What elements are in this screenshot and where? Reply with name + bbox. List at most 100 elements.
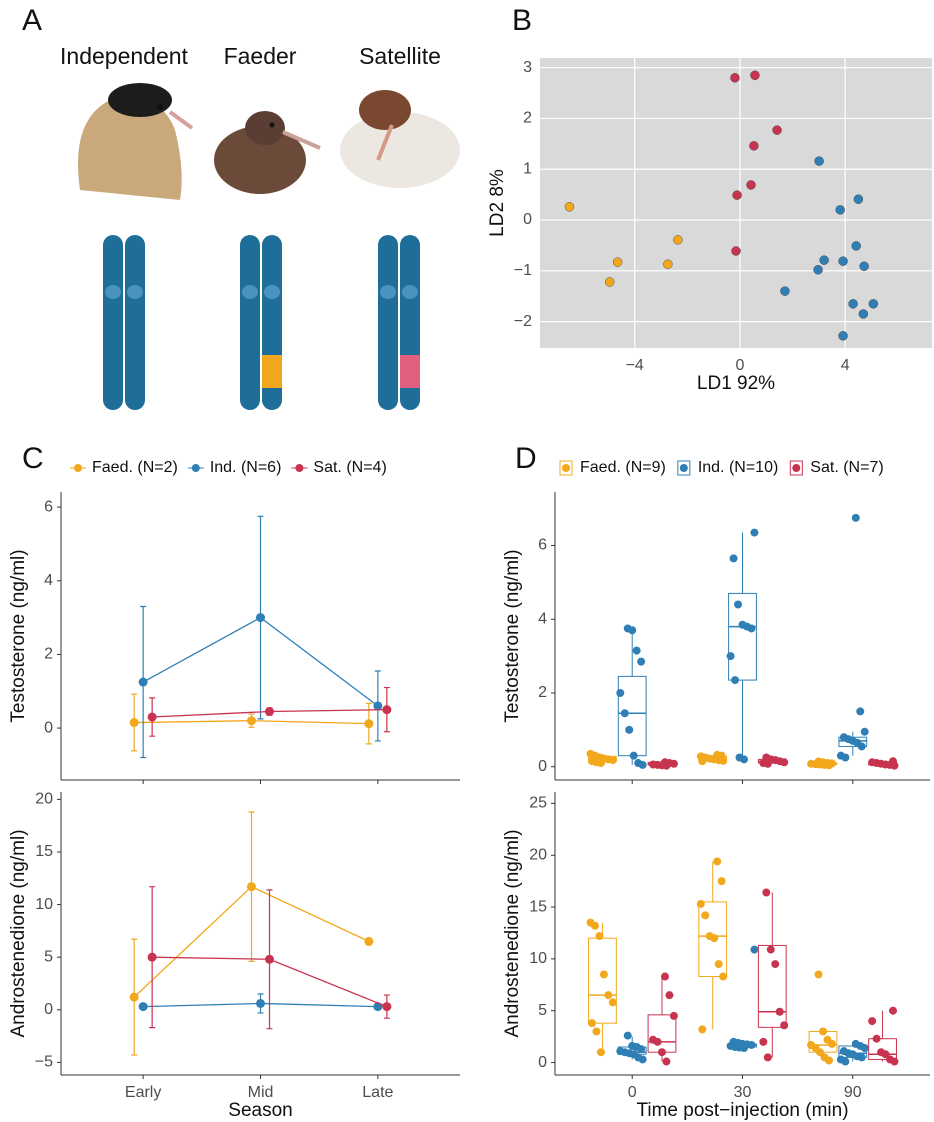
y-axis-label: Testosterone (ng/ml) [8, 549, 29, 722]
point [638, 760, 647, 769]
morph-label: Satellite [359, 43, 441, 69]
point [838, 331, 848, 341]
point [608, 998, 617, 1007]
legend-label: Ind. (N=6) [210, 459, 282, 476]
point [256, 613, 265, 623]
point [669, 759, 678, 768]
point [726, 652, 735, 661]
y-tick-label: 5 [538, 1002, 547, 1019]
x-tick-label: 0 [628, 1084, 637, 1101]
point [638, 1055, 647, 1064]
point [813, 265, 823, 275]
y-tick-label: −5 [35, 1054, 53, 1071]
point [256, 998, 265, 1008]
x-axis-label: LD1 92% [697, 373, 775, 394]
x-tick-label: 4 [841, 357, 850, 374]
point [129, 992, 139, 1002]
point [814, 970, 823, 979]
point [762, 888, 771, 897]
morph-label: Faeder [224, 43, 297, 69]
y-tick-label: 10 [529, 950, 547, 967]
panel-letter: B [512, 4, 532, 37]
point [851, 241, 861, 251]
point [860, 1044, 869, 1053]
point [824, 761, 833, 770]
point [775, 1007, 784, 1016]
y-tick-label: 2 [538, 684, 547, 701]
point [698, 1025, 707, 1034]
point [771, 960, 780, 969]
point [605, 277, 615, 287]
point [859, 261, 869, 271]
point [890, 1057, 899, 1066]
y-axis-label: Testosterone (ng/ml) [502, 549, 523, 722]
point [596, 1048, 605, 1057]
y-tick-label: 15 [529, 898, 547, 915]
y-tick-label: −1 [514, 262, 532, 279]
point [710, 934, 719, 943]
point [763, 1053, 772, 1062]
point [819, 1027, 828, 1036]
point [719, 972, 728, 981]
y-tick-label: 3 [523, 59, 532, 76]
point [662, 1057, 671, 1066]
point [616, 688, 625, 697]
box [647, 1014, 677, 1053]
y-tick-label: 4 [538, 610, 547, 627]
x-tick-label: 30 [734, 1084, 752, 1101]
point [657, 1048, 666, 1057]
point [868, 299, 879, 309]
morph-label: Independent [60, 43, 189, 69]
point [881, 1050, 890, 1059]
chromosome-satellite [378, 235, 420, 410]
point [632, 646, 641, 655]
point [750, 70, 760, 80]
point [265, 954, 274, 964]
point [698, 757, 707, 766]
point [265, 706, 274, 716]
plot-background [540, 58, 932, 348]
y-axis-label: LD2 8% [487, 169, 508, 237]
legend-key [679, 464, 688, 472]
point [665, 991, 674, 1000]
point [732, 190, 742, 200]
point [592, 1027, 601, 1036]
point [669, 1011, 678, 1020]
legend-label: Sat. (N=4) [313, 459, 386, 476]
point [382, 1002, 392, 1012]
x-axis-label: Season [228, 1100, 292, 1121]
point [858, 309, 869, 319]
point [747, 1040, 756, 1049]
point [713, 857, 722, 866]
point [841, 1057, 850, 1066]
x-tick-label: −4 [626, 357, 644, 374]
point [731, 676, 740, 685]
point [623, 1031, 632, 1040]
point [701, 911, 710, 920]
point [247, 716, 256, 726]
point [588, 1019, 597, 1028]
point [759, 1037, 768, 1046]
panel-letter: C [22, 442, 44, 475]
point [856, 707, 865, 716]
bird-independent [78, 83, 194, 200]
y-tick-label: −2 [514, 313, 532, 330]
point [838, 256, 848, 266]
point [734, 600, 743, 609]
point [731, 246, 741, 256]
point [147, 952, 157, 962]
point [835, 205, 845, 215]
point [612, 257, 623, 267]
x-tick-label: Mid [248, 1084, 274, 1101]
point [364, 719, 374, 729]
bird-faeder [214, 111, 321, 194]
point [373, 701, 383, 711]
point [739, 755, 748, 764]
y-tick-label: 2 [44, 646, 53, 663]
point [872, 1034, 881, 1043]
point [629, 751, 638, 760]
y-tick-label: 4 [44, 572, 53, 589]
point [714, 960, 723, 969]
point [660, 972, 669, 981]
